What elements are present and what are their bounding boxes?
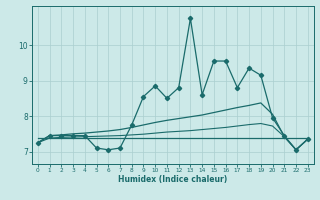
X-axis label: Humidex (Indice chaleur): Humidex (Indice chaleur) [118,175,228,184]
